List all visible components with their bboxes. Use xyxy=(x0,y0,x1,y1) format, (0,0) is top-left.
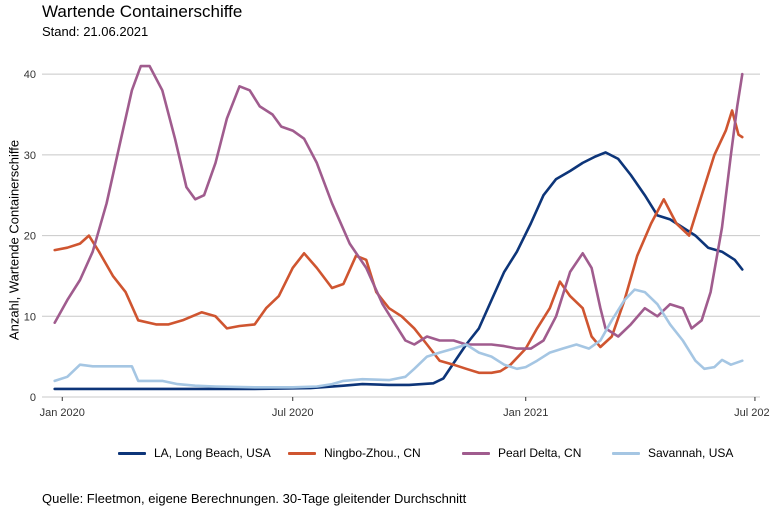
series-line-ningbo-zhou-cn xyxy=(53,109,744,375)
line-chart: 0 10 20 30 40 Jan 2020 Jul 2020 Jan 2021 Jul 202… xyxy=(24,64,770,419)
y-tick-label: 40 xyxy=(24,69,36,81)
chart-title: Wartende Containerschiffe xyxy=(42,2,243,21)
chart-legend: LA, Long Beach, USA Ningbo-Zhou., CN Pearl… xyxy=(0,446,770,468)
y-tick-label: 10 xyxy=(24,311,36,323)
x-tick-label: Jul 2021 xyxy=(734,407,770,419)
source-note: Quelle: Fleetmon, eigene Berechnungen. 3… xyxy=(42,491,467,506)
y-tick-label: 0 xyxy=(30,392,36,404)
series-lines xyxy=(53,64,744,391)
legend-swatch xyxy=(118,451,146,455)
series-line-la-long-beach-usa xyxy=(53,151,744,391)
x-tick-label: Jul 2020 xyxy=(272,407,314,419)
chart-subtitle: Stand: 21.06.2021 xyxy=(42,24,149,39)
y-tick-label: 30 xyxy=(24,150,36,162)
y-tick-label: 20 xyxy=(24,231,36,243)
legend-item-savannah-usa: Savannah, USA xyxy=(612,446,733,460)
x-tick-label: Jan 2020 xyxy=(40,407,85,419)
legend-item-la-long-beach-usa: LA, Long Beach, USA xyxy=(118,446,271,460)
legend-label: Savannah, USA xyxy=(648,446,734,460)
legend-item-ningbo-zhou-cn: Ningbo-Zhou., CN xyxy=(288,446,421,460)
legend-label: Pearl Delta, CN xyxy=(498,446,582,460)
axis-ticks: 0 10 20 30 40 Jan 2020 Jul 2020 Jan 2021 Jul 202… xyxy=(24,69,770,419)
series-line-savannah-usa xyxy=(53,288,744,389)
legend-label: Ningbo-Zhou., CN xyxy=(324,446,421,460)
legend-item-pearl-delta-cn: Pearl Delta, CN xyxy=(462,446,581,460)
legend-swatch xyxy=(462,451,490,455)
series-line-pearl-delta-cn xyxy=(53,64,744,350)
legend-swatch xyxy=(612,451,640,455)
legend-swatch xyxy=(288,451,316,455)
x-tick-label: Jan 2021 xyxy=(503,407,548,419)
legend-label: LA, Long Beach, USA xyxy=(154,446,271,460)
gridlines xyxy=(42,73,760,398)
